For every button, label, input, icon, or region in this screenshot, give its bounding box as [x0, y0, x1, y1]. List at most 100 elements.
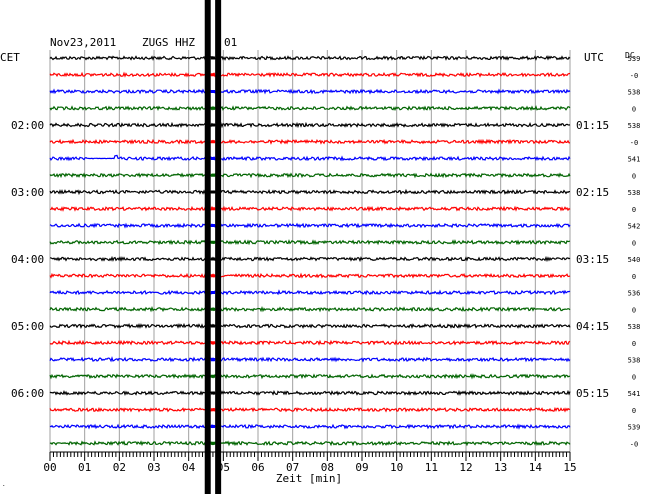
- x-tick-label: 14: [529, 461, 543, 474]
- trace-row-12: [49, 255, 571, 263]
- event-band-row-8: [210, 190, 216, 194]
- right-time-label: 01:15: [576, 119, 609, 132]
- trace-row-8: [49, 188, 570, 196]
- dc-value: 0: [632, 239, 636, 247]
- trace-row-19: [49, 373, 571, 380]
- dc-value: 541: [628, 390, 641, 398]
- dc-value: 0: [632, 172, 636, 180]
- dc-value: -0: [630, 72, 638, 80]
- dc-label: DC: [625, 51, 635, 60]
- x-tick-label: 11: [425, 461, 438, 474]
- trace-row-11: [49, 239, 571, 246]
- left-time-label: 04:00: [11, 253, 44, 266]
- dc-value: 538: [628, 189, 641, 197]
- right-time-label: 05:15: [576, 387, 609, 400]
- left-timezone-label: CET: [0, 51, 20, 64]
- title-date: Nov23,2011: [50, 36, 116, 49]
- dc-value: 0: [632, 273, 636, 281]
- x-tick-label: 04: [182, 461, 196, 474]
- trace-row-9: [49, 205, 571, 212]
- left-time-label: 02:00: [11, 119, 44, 132]
- trace-row-18: [49, 356, 571, 363]
- right-timezone-label: UTC: [584, 51, 604, 64]
- dc-value: 538: [628, 323, 641, 331]
- dc-value: 0: [632, 340, 636, 348]
- dc-value: 538: [628, 357, 641, 365]
- event-band-row-17: [210, 341, 216, 345]
- event-band-row-22: [210, 425, 216, 428]
- event-band-row-23: [210, 441, 216, 445]
- trace-row-15: [49, 305, 571, 313]
- trace-row-20: [49, 389, 571, 396]
- event-band-row-6: [210, 157, 216, 160]
- dc-value: 0: [632, 206, 636, 214]
- event-band-row-10: [210, 224, 216, 227]
- dc-value: 542: [628, 223, 641, 231]
- event-band-row-0: [210, 56, 216, 60]
- event-band-row-7: [210, 173, 216, 177]
- dc-value: 0: [632, 105, 636, 113]
- trace-row-21: [49, 406, 571, 413]
- trace-row-22: [49, 423, 571, 430]
- event-band-row-5: [210, 140, 216, 144]
- x-tick-label: 15: [563, 461, 576, 474]
- trace-row-14: [49, 289, 571, 296]
- x-tick-label: 12: [459, 461, 472, 474]
- event-band-row-2: [210, 90, 216, 93]
- event-band-row-20: [210, 391, 216, 395]
- event-bar-left: [204, 0, 211, 494]
- event-bar-right: [215, 0, 222, 494]
- event-band-row-19: [210, 374, 216, 378]
- x-tick-label: 13: [494, 461, 507, 474]
- event-band-row-15: [210, 307, 216, 311]
- trace-row-7: [49, 172, 571, 179]
- dc-value: -0: [630, 440, 638, 448]
- x-tick-label: 09: [355, 461, 368, 474]
- right-time-labels: 01:15 02:15 03:15 04:15 05:15: [576, 119, 609, 400]
- traces: [49, 55, 571, 447]
- title-channel: 01: [224, 36, 237, 49]
- dc-value: 541: [628, 156, 641, 164]
- trace-row-4: [49, 121, 571, 129]
- dc-value: 0: [632, 306, 636, 314]
- trace-row-17: [49, 339, 571, 346]
- event-bars: [204, 0, 222, 494]
- right-time-label: 02:15: [576, 186, 609, 199]
- right-time-label: 04:15: [576, 320, 609, 333]
- x-tick-label: 10: [390, 461, 403, 474]
- event-band-row-11: [210, 240, 216, 244]
- trace-row-0: [49, 55, 571, 61]
- dc-value: 538: [628, 89, 641, 97]
- trace-row-6: [49, 154, 571, 162]
- event-band-row-3: [210, 106, 216, 110]
- event-band-row-4: [210, 123, 216, 127]
- corner-mark: .: [2, 481, 6, 488]
- x-tick-label: 02: [113, 461, 126, 474]
- x-tick-label: 00: [43, 461, 56, 474]
- x-axis-title: Zeit [min]: [276, 472, 342, 485]
- x-tick-label: 01: [78, 461, 91, 474]
- trace-row-23: [49, 440, 571, 447]
- dc-values: 539 -0 538 0 538 -0 541 0 538 0 542 0 540 0 536 0 538 0 53…: [628, 55, 641, 448]
- event-band-row-9: [210, 207, 216, 211]
- event-band-row-1: [210, 73, 216, 77]
- event-band-row-14: [210, 291, 216, 294]
- dc-value: 536: [628, 290, 641, 298]
- dc-value: -0: [630, 139, 638, 147]
- left-time-label: 03:00: [11, 186, 44, 199]
- x-tick-label: 05: [217, 461, 230, 474]
- x-tick-label: 06: [251, 461, 264, 474]
- trace-row-1: [49, 71, 571, 78]
- left-time-label: 06:00: [11, 387, 44, 400]
- dc-value: 539: [628, 424, 641, 432]
- dc-value: 539: [628, 55, 641, 63]
- x-tick-label: 03: [147, 461, 160, 474]
- trace-row-3: [49, 105, 571, 112]
- x-tick-label: 08: [321, 461, 334, 474]
- right-time-label: 03:15: [576, 253, 609, 266]
- x-tick-label: 07: [286, 461, 299, 474]
- title-station: ZUGS HHZ: [142, 36, 195, 49]
- grid-lines: [49, 50, 571, 452]
- trace-row-5: [49, 138, 571, 145]
